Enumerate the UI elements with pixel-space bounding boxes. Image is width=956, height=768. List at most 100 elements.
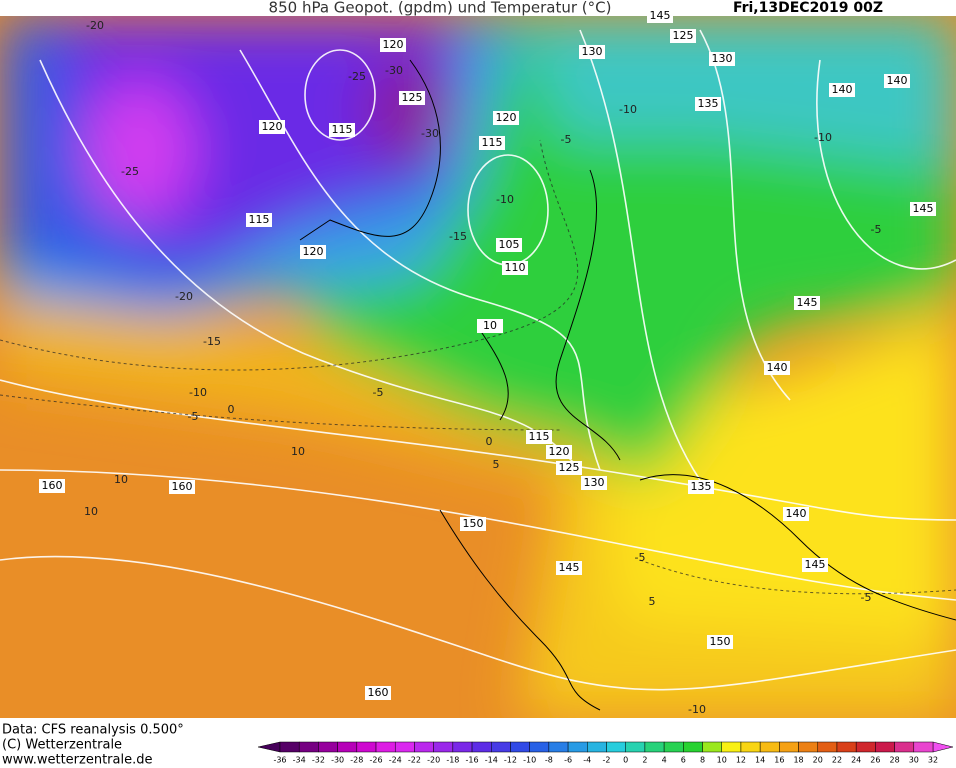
- temperature-field: [0, 16, 956, 718]
- geopotential-label: 115: [332, 123, 353, 136]
- geopotential-label: 120: [303, 245, 324, 258]
- geopotential-label-box: [556, 461, 582, 475]
- geopotential-label-box: [329, 123, 355, 137]
- colorbar-box: [529, 741, 550, 753]
- colorbar-tick-label: -16: [466, 756, 479, 765]
- colorbar-box: [683, 741, 703, 753]
- colorbar-tick-label: -22: [408, 756, 421, 765]
- geopotential-label-box: [709, 52, 735, 66]
- geopotential-label: 160: [172, 480, 193, 493]
- geopotential-label: 130: [584, 476, 605, 489]
- temperature-label: 0: [228, 403, 235, 416]
- geopotential-label-box: [579, 45, 605, 59]
- colorbar-tick-label: -36: [273, 756, 286, 765]
- geopotential-label-box: [300, 245, 326, 259]
- colorbar-box: [394, 741, 415, 753]
- colorbar-box: [548, 741, 569, 753]
- colorbar-tick-label: 18: [793, 756, 803, 765]
- geopotential-label-box: [169, 480, 195, 494]
- colorbar-tick-label: 8: [700, 756, 705, 765]
- colorbar-box: [375, 741, 396, 753]
- colorbar-box: [759, 741, 780, 753]
- colorbar-tick-label: 2: [642, 756, 647, 765]
- colorbar-box: [644, 741, 665, 753]
- colorbar-tick-label: 12: [736, 756, 746, 765]
- geopotential-label: 110: [505, 261, 526, 274]
- temperature-label: 10: [291, 445, 305, 458]
- colorbar-arrow-right: [932, 741, 954, 753]
- geopotential-label-box: [399, 91, 425, 105]
- geopotential-label: 140: [832, 83, 853, 96]
- geopotential-label-box: [546, 445, 572, 459]
- colorbar-tick-label: 30: [909, 756, 919, 765]
- geopotential-label: 135: [698, 97, 719, 110]
- colorbar-box: [452, 741, 473, 753]
- colorbar-tick-label: -12: [504, 756, 517, 765]
- colorbar-tick-label: 24: [851, 756, 861, 765]
- colorbar-box: [702, 741, 722, 753]
- temperature-label: 10: [114, 473, 128, 486]
- geopotential-label: 115: [482, 136, 503, 149]
- colorbar-box: [894, 741, 915, 753]
- temperature-label: -30: [385, 64, 403, 77]
- colorbar-box: [836, 741, 857, 753]
- geopotential-label-box: [493, 111, 519, 125]
- temperature-label: 5: [649, 595, 656, 608]
- geopotential-label: 160: [368, 686, 389, 699]
- colorbar-box: [779, 741, 799, 753]
- colorbar-tick-label: 4: [662, 756, 667, 765]
- temperature-label: -15: [449, 230, 467, 243]
- colorbar-tick-label: -6: [564, 756, 572, 765]
- colorbar-tick-label: 28: [889, 756, 899, 765]
- temperature-label: -15: [203, 335, 221, 348]
- colorbar-box: [510, 741, 530, 753]
- geopotential-label-box: [783, 507, 809, 521]
- date: Fri,13DEC2019 00Z: [733, 0, 883, 16]
- colorbar-tick-label: 0: [623, 756, 628, 765]
- colorbar-tick-label: -28: [350, 756, 363, 765]
- geopotential-label-box: [259, 120, 285, 134]
- temperature-label: -5: [861, 591, 872, 604]
- temperature-label: -20: [86, 19, 104, 32]
- geopotential-label-box: [460, 517, 486, 531]
- colorbar-box: [817, 741, 838, 753]
- temperature-label: -5: [561, 133, 572, 146]
- geopotential-label-box: [479, 136, 505, 150]
- geopotential-label-box: [794, 296, 820, 310]
- source: Data: CFS reanalysis 0.500°: [2, 723, 184, 738]
- geopotential-label: 125: [673, 29, 694, 42]
- colorbar-box: [279, 741, 300, 753]
- geopotential-label: 145: [797, 296, 818, 309]
- geopotential-label: 145: [913, 202, 934, 215]
- colorbar-tick-label: -30: [331, 756, 344, 765]
- temperature-label: -10: [688, 703, 706, 716]
- temperature-label: -30: [421, 127, 439, 140]
- colorbar-tick-label: 14: [755, 756, 765, 765]
- geopotential-label-box: [581, 476, 607, 490]
- url: www.wetterzentrale.de: [2, 753, 152, 768]
- geopotential-label-box: [502, 261, 528, 275]
- geopotential-label: 145: [650, 9, 671, 22]
- colorbar-box: [913, 741, 934, 753]
- colorbar-tick-label: 26: [870, 756, 880, 765]
- geopotential-label-box: [380, 38, 406, 52]
- geopotential-label-box: [695, 97, 721, 111]
- colorbar-tick-label: -24: [389, 756, 402, 765]
- temperature-label: -25: [348, 70, 366, 83]
- colorbar-box: [337, 741, 358, 753]
- coastlines: [299, 59, 956, 711]
- colorbar-tick-label: 32: [928, 756, 938, 765]
- geopotential-label: 115: [249, 213, 270, 226]
- title: 850 hPa Geopot. (gpdm) und Temperatur (°…: [269, 0, 612, 17]
- geopotential-label: 140: [786, 507, 807, 520]
- colorbar-tick-label: -20: [427, 756, 440, 765]
- geopotential-label-box: [246, 213, 272, 227]
- geopotential-label-box: [670, 29, 696, 43]
- temperature-label: -5: [635, 551, 646, 564]
- temperature-label: -5: [373, 386, 384, 399]
- temperature-contours: [0, 139, 956, 595]
- geopotential-label-box: [365, 686, 391, 700]
- temperature-label: -20: [175, 290, 193, 303]
- geopotential-label: 105: [499, 238, 520, 251]
